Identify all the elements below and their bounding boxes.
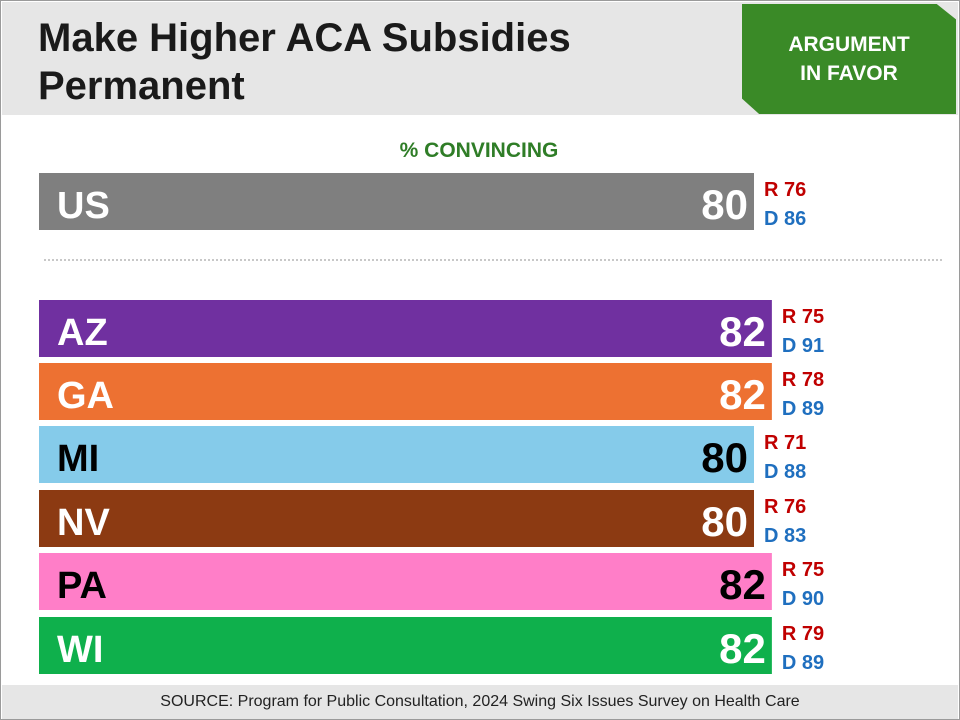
us-states-divider [44,259,942,261]
badge-line-1: ARGUMENT [788,33,910,56]
republican-label-pa: R 75 [782,559,824,581]
badge-line-2: IN FAVOR [800,62,898,85]
democrat-label-pa: D 90 [782,588,824,610]
bar-az [39,300,772,357]
bar-nv [39,490,754,547]
category-label-ga: GA [57,375,114,417]
category-label-az: AZ [57,312,108,354]
argument-badge: ARGUMENT IN FAVOR [742,4,956,114]
category-label-wi: WI [57,629,103,671]
bar-mi [39,426,754,483]
source-text: SOURCE: Program for Public Consultation,… [160,693,800,710]
republican-label-wi: R 79 [782,623,824,645]
category-label-mi: MI [57,438,99,480]
bar-ga [39,363,772,420]
democrat-label-nv: D 83 [764,525,806,547]
chart-subtitle: % CONVINCING [399,139,559,162]
bar-pa [39,553,772,610]
category-label-nv: NV [57,502,110,544]
value-label-pa: 82 [719,561,766,608]
democrat-label-az: D 91 [782,335,824,357]
value-label-az: 82 [719,308,766,355]
democrat-label-us: D 86 [764,208,806,230]
category-label-us: US [57,185,110,227]
value-label-us: 80 [701,181,748,228]
democrat-label-ga: D 89 [782,398,824,420]
republican-label-ga: R 78 [782,369,824,391]
value-label-nv: 80 [701,498,748,545]
bar-us [39,173,754,230]
value-label-ga: 82 [719,371,766,418]
page-title: Make Higher ACA Subsidies Permanent [38,14,728,110]
democrat-label-wi: D 89 [782,652,824,674]
republican-label-az: R 75 [782,306,824,328]
value-label-mi: 80 [701,434,748,481]
bar-wi [39,617,772,674]
value-label-wi: 82 [719,625,766,672]
republican-label-nv: R 76 [764,496,806,518]
republican-label-us: R 76 [764,179,806,201]
title-line-2: Permanent [38,64,245,108]
title-line-1: Make Higher ACA Subsidies [38,16,571,60]
republican-label-mi: R 71 [764,432,806,454]
category-label-pa: PA [57,565,107,607]
source-footer: SOURCE: Program for Public Consultation,… [2,685,958,719]
democrat-label-mi: D 88 [764,461,806,483]
